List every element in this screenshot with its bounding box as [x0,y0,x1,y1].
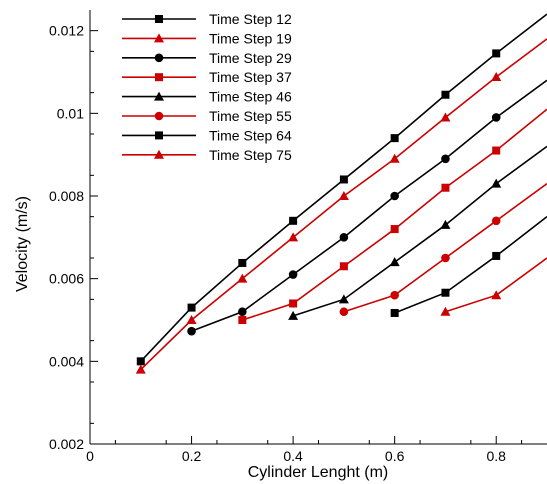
square-marker [187,303,196,312]
square-marker [492,49,501,58]
triangle-marker [491,178,502,188]
legend-label: Time Step 64 [209,127,292,143]
x-tick-label: 0.8 [486,448,506,464]
triangle-marker [389,257,400,267]
square-marker [136,357,145,366]
legend-item: Time Step 55 [122,108,292,124]
y-tick-label: 0.004 [49,353,84,369]
legend-label: Time Step 37 [209,69,292,85]
y-tick-label: 0.008 [49,188,84,204]
series-line [445,257,547,313]
triangle-marker [288,232,299,242]
square-marker [492,251,501,260]
triangle-marker [440,219,451,229]
y-tick-label: 0.006 [49,271,84,287]
triangle-marker [154,149,164,159]
square-marker [390,134,399,143]
series-3 [187,79,547,336]
square-marker [289,216,298,225]
circle-marker [441,154,450,164]
square-marker [155,15,163,23]
legend-label: Time Step 75 [209,147,292,163]
triangle-marker [186,315,197,324]
circle-marker [288,270,298,279]
circle-marker [238,307,247,317]
y-axis-title: Velocity (m/s) [14,196,31,292]
circle-marker [491,216,501,226]
square-marker [339,175,348,184]
series-4 [238,108,547,324]
square-marker [238,258,247,267]
x-axis-title: Cylinder Lenght (m) [248,464,389,481]
legend-item: Time Step 46 [122,89,292,105]
square-marker [390,225,399,234]
square-marker [492,146,501,155]
square-marker [441,90,450,99]
square-marker [289,299,298,308]
triangle-marker [440,112,451,122]
triangle-marker [237,273,248,283]
square-marker [441,288,450,297]
triangle-marker [389,153,400,163]
triangle-marker [288,310,299,320]
square-marker [339,262,348,271]
legend-label: Time Step 19 [209,30,292,46]
circle-marker [390,290,399,300]
triangle-marker [154,33,164,43]
series-1 [136,13,547,366]
square-marker [390,308,399,317]
square-marker [155,73,163,82]
legend-item: Time Step 37 [122,69,292,85]
x-tick-label: 0.4 [283,448,303,464]
triangle-marker [338,191,349,200]
series-line [140,38,547,371]
square-marker [238,316,247,324]
series-8 [440,257,547,316]
legend-item: Time Step 75 [122,147,292,163]
triangle-marker [154,91,164,101]
y-tick-label: 0.002 [49,436,84,452]
circle-marker [339,233,349,242]
circle-marker [187,326,196,336]
legend-label: Time Step 46 [209,89,292,105]
legend-item: Time Step 12 [122,11,292,27]
legend-item: Time Step 19 [122,30,292,46]
series-line [191,79,547,332]
axes: 0 0.2 0.4 0.6 0.8 0.002 0.004 0.006 0.008 0.01 0.0… [49,10,547,464]
series-6 [339,182,547,317]
series-5 [288,145,547,320]
series-line [394,216,547,314]
series-2 [135,38,547,374]
circle-marker [154,111,164,121]
circle-marker [390,191,399,201]
y-tick-label: 0.012 [49,23,84,39]
circle-marker [339,307,349,317]
legend: Time Step 12 Time Step 19 Time Step 29 Time… [122,11,292,163]
circle-marker [154,53,164,63]
circle-marker [491,113,501,122]
x-tick-label: 0 [86,448,94,464]
triangle-marker [491,290,502,300]
triangle-marker [491,71,502,81]
series-group [135,13,547,374]
legend-label: Time Step 12 [209,11,292,27]
triangle-marker [440,306,451,316]
triangle-marker [135,364,146,374]
square-marker [155,131,163,140]
x-tick-label: 0.2 [182,448,202,464]
legend-item: Time Step 29 [122,50,292,66]
legend-item: Time Step 64 [122,127,292,143]
x-tick-label: 0.6 [385,448,405,464]
circle-marker [441,253,450,263]
y-tick-label: 0.01 [57,105,84,121]
square-marker [441,183,450,192]
legend-label: Time Step 29 [209,50,292,66]
legend-label: Time Step 55 [209,108,292,124]
series-7 [390,216,547,317]
triangle-marker [338,294,349,304]
series-line [292,145,547,317]
